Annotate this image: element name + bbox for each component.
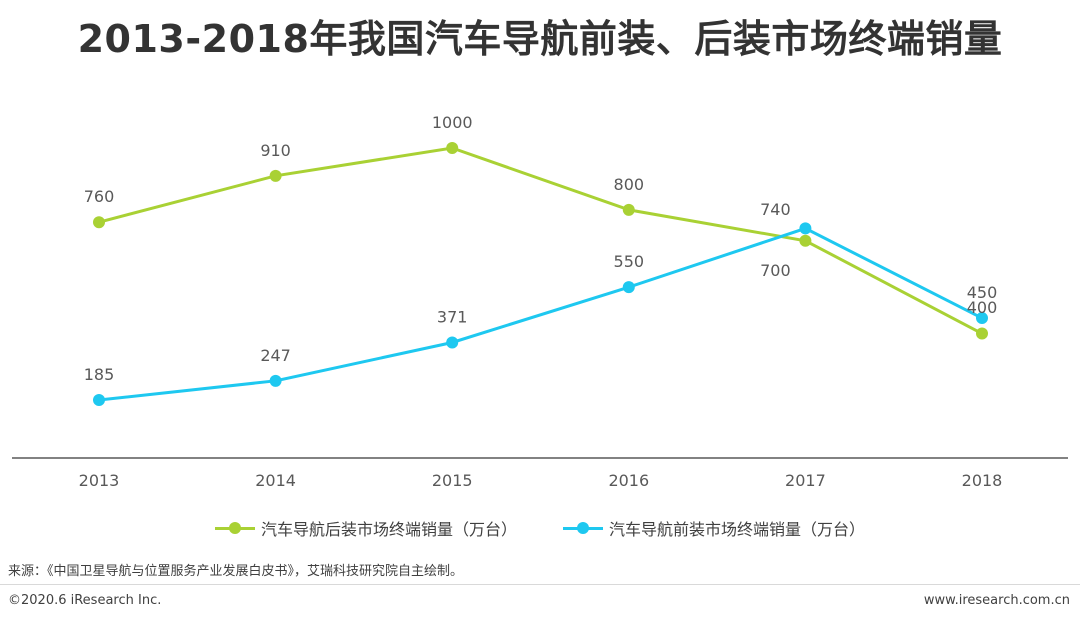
chart-title: 2013-2018年我国汽车导航前装、后装市场终端销量 <box>77 17 1003 61</box>
source-note: 来源：《中国卫星导航与位置服务产业发展白皮书》，艾瑞科技研究院自主绘制。 <box>8 564 464 579</box>
data-point-0-2014 <box>269 169 282 182</box>
data-label-1-2016: 550 <box>614 252 645 271</box>
data-label-0-2016: 800 <box>614 175 645 194</box>
x-tick-label-2014: 2014 <box>255 471 296 490</box>
line-chart: 2013 2014 2015 2016 2017 2018 760 910 1000 800 70… <box>12 113 1068 490</box>
data-label-0-2017: 700 <box>760 261 791 280</box>
series-line-0 <box>98 146 983 335</box>
data-point-1-2017 <box>799 222 812 235</box>
data-label-0-2014: 910 <box>260 141 291 160</box>
data-label-0-2013: 760 <box>84 187 115 206</box>
data-point-1-2018 <box>976 312 988 325</box>
x-tick-label-2013: 2013 <box>79 471 120 490</box>
legend-swatch-oem <box>563 521 603 535</box>
legend: 汽车导航后装市场终端销量（万台） 汽车导航前装市场终端销量（万台） <box>0 516 1080 540</box>
legend-item-oem: 汽车导航前装市场终端销量（万台） <box>563 516 865 540</box>
data-point-1-2015 <box>446 336 459 349</box>
data-label-1-2015: 371 <box>437 307 468 326</box>
x-tick-label-2018: 2018 <box>962 471 1003 490</box>
legend-label-aftermarket: 汽车导航后装市场终端销量（万台） <box>260 520 517 539</box>
data-point-1-2013 <box>93 394 105 406</box>
x-tick-label-2016: 2016 <box>608 471 649 490</box>
data-label-0-2018: 400 <box>967 298 998 317</box>
x-tick-label-2015: 2015 <box>432 471 473 490</box>
data-point-1-2014 <box>269 374 282 387</box>
copyright-text: ©2020.6 iResearch Inc. <box>8 593 162 608</box>
data-label-1-2017: 740 <box>760 200 791 219</box>
data-point-0-2016 <box>622 203 635 216</box>
data-point-0-2017 <box>799 234 812 247</box>
data-point-0-2015 <box>446 142 459 154</box>
data-label-1-2014: 247 <box>260 346 291 365</box>
data-label-0-2015: 1000 <box>432 113 473 132</box>
data-label-1-2018: 450 <box>967 283 998 302</box>
website-link[interactable]: www.iresearch.com.cn <box>923 593 1070 608</box>
series-line-1 <box>98 226 983 402</box>
data-point-0-2013 <box>93 216 105 229</box>
data-point-1-2016 <box>622 281 635 294</box>
footer-divider <box>0 584 1080 585</box>
data-label-1-2013: 185 <box>84 365 115 384</box>
legend-swatch-aftermarket <box>214 521 255 535</box>
data-point-0-2018 <box>976 327 988 340</box>
legend-label-oem: 汽车导航前装市场终端销量（万台） <box>609 520 866 539</box>
x-tick-label-2017: 2017 <box>785 471 826 490</box>
legend-item-aftermarket: 汽车导航后装市场终端销量（万台） <box>214 516 517 540</box>
